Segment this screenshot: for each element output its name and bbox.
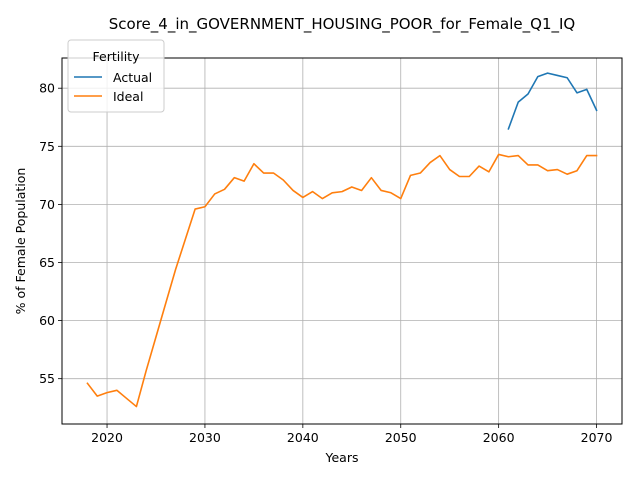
y-axis-label: % of Female Population <box>13 168 28 315</box>
x-tick-label: 2050 <box>385 430 417 445</box>
y-tick-label: 60 <box>39 313 55 328</box>
chart-title: Score_4_in_GOVERNMENT_HOUSING_POOR_for_F… <box>109 15 575 34</box>
x-axis-label: Years <box>325 450 359 465</box>
legend-label-actual: Actual <box>113 70 152 85</box>
x-tick-label: 2070 <box>581 430 613 445</box>
series-layer <box>86 72 598 408</box>
legend-box <box>67 39 165 113</box>
x-tick-label: 2020 <box>91 430 123 445</box>
series-line-actual <box>507 72 598 130</box>
grid <box>62 58 622 424</box>
legend-label-ideal: Ideal <box>113 89 143 104</box>
y-tick-label: 65 <box>39 255 55 270</box>
y-tick-label: 70 <box>39 197 55 212</box>
y-tick-label: 80 <box>39 81 55 96</box>
axis-ticks: 2020 2030 2040 2050 2060 2070 55 60 65 70 75 80 <box>39 81 612 445</box>
legend: Fertility Actual Ideal <box>67 39 165 113</box>
series-line-ideal <box>86 153 598 408</box>
legend-title: Fertility <box>93 49 141 64</box>
y-tick-label: 55 <box>39 371 55 386</box>
x-tick-label: 2030 <box>189 430 221 445</box>
x-tick-label: 2040 <box>287 430 319 445</box>
x-tick-label: 2060 <box>483 430 515 445</box>
plot-frame <box>61 57 623 425</box>
y-tick-label: 75 <box>39 139 55 154</box>
